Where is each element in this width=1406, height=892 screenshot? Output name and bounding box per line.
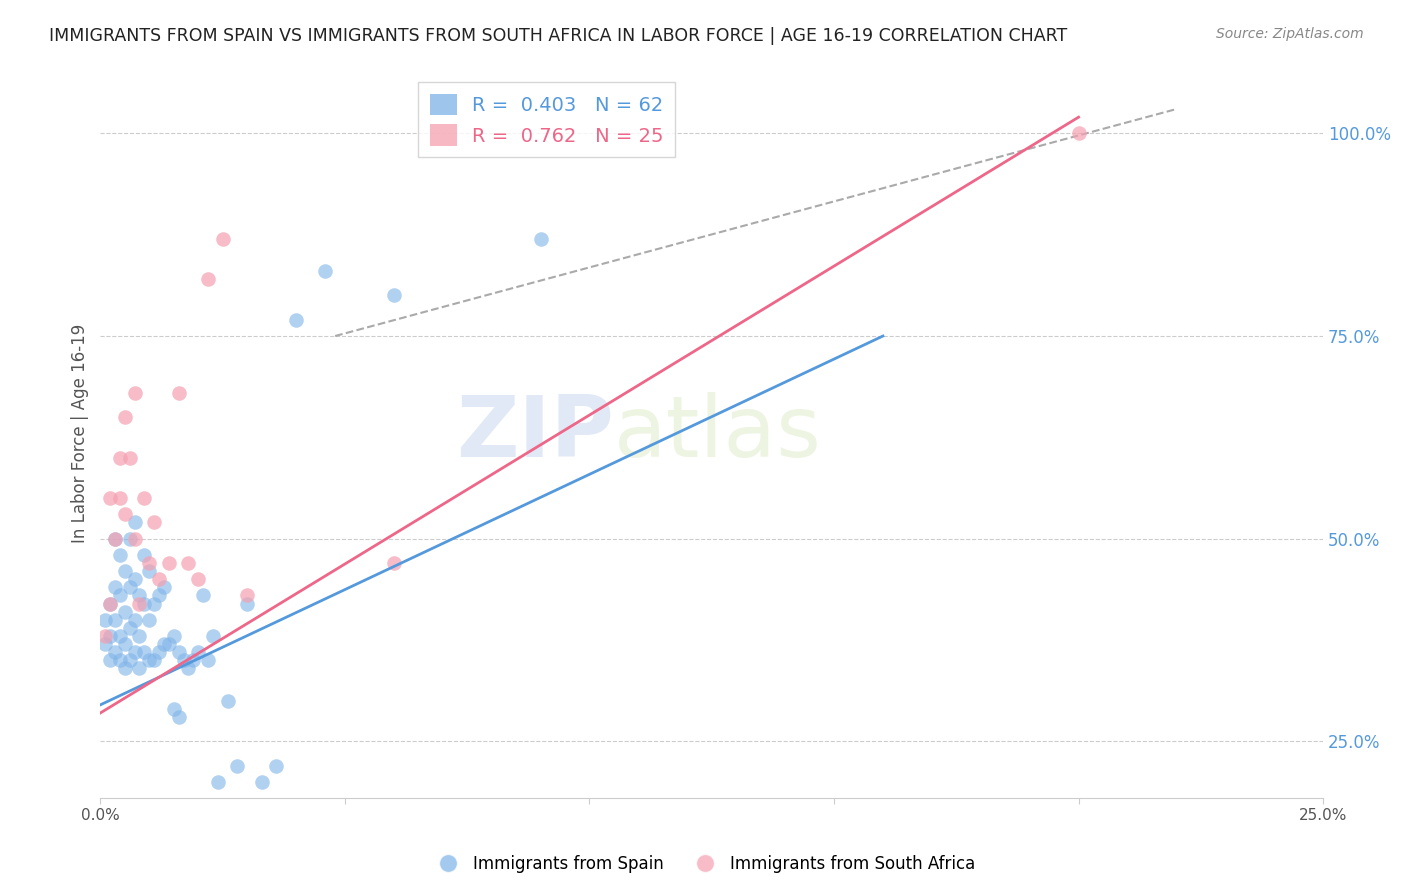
Point xyxy=(529,232,551,246)
Point xyxy=(108,548,131,562)
Point xyxy=(143,653,166,667)
Point xyxy=(187,572,209,586)
Point xyxy=(266,758,288,772)
Text: ZIP: ZIP xyxy=(456,392,614,475)
Point xyxy=(217,694,239,708)
Point xyxy=(177,661,200,675)
Point xyxy=(157,556,180,570)
Point xyxy=(148,589,170,603)
Point xyxy=(124,516,146,530)
Point xyxy=(104,532,127,546)
Point xyxy=(197,653,219,667)
Point xyxy=(104,580,127,594)
Point xyxy=(138,653,160,667)
Point xyxy=(138,556,160,570)
Point xyxy=(157,637,180,651)
Point xyxy=(211,232,233,246)
Point xyxy=(114,661,136,675)
Point xyxy=(173,653,195,667)
Point xyxy=(124,532,146,546)
Point xyxy=(104,613,127,627)
Point xyxy=(1067,127,1090,141)
Point xyxy=(124,613,146,627)
Point xyxy=(114,410,136,425)
Point xyxy=(187,645,209,659)
Point xyxy=(143,516,166,530)
Point xyxy=(108,450,131,465)
Point xyxy=(108,491,131,505)
Point xyxy=(114,637,136,651)
Point xyxy=(167,645,190,659)
Point xyxy=(197,272,219,286)
Point xyxy=(98,597,121,611)
Point xyxy=(177,556,200,570)
Point xyxy=(148,572,170,586)
Point xyxy=(94,629,117,643)
Point xyxy=(104,645,127,659)
Point xyxy=(201,629,224,643)
Point xyxy=(98,597,121,611)
Point xyxy=(104,532,127,546)
Point xyxy=(382,288,405,302)
Point xyxy=(236,597,259,611)
Y-axis label: In Labor Force | Age 16-19: In Labor Force | Age 16-19 xyxy=(72,324,89,543)
Point xyxy=(98,653,121,667)
Point xyxy=(285,313,308,327)
Point xyxy=(108,589,131,603)
Point xyxy=(118,532,141,546)
Point xyxy=(134,491,156,505)
Legend: Immigrants from Spain, Immigrants from South Africa: Immigrants from Spain, Immigrants from S… xyxy=(425,848,981,880)
Point xyxy=(108,629,131,643)
Point xyxy=(134,548,156,562)
Point xyxy=(128,629,150,643)
Point xyxy=(98,629,121,643)
Point xyxy=(153,637,176,651)
Point xyxy=(134,597,156,611)
Point xyxy=(114,508,136,522)
Point xyxy=(167,385,190,400)
Point xyxy=(118,450,141,465)
Point xyxy=(153,580,176,594)
Point xyxy=(167,710,190,724)
Point xyxy=(124,645,146,659)
Point xyxy=(148,645,170,659)
Point xyxy=(163,629,186,643)
Text: atlas: atlas xyxy=(614,392,823,475)
Point xyxy=(128,661,150,675)
Point xyxy=(163,702,186,716)
Point xyxy=(118,621,141,635)
Point xyxy=(124,385,146,400)
Point xyxy=(94,613,117,627)
Point xyxy=(94,637,117,651)
Text: Source: ZipAtlas.com: Source: ZipAtlas.com xyxy=(1216,27,1364,41)
Text: IMMIGRANTS FROM SPAIN VS IMMIGRANTS FROM SOUTH AFRICA IN LABOR FORCE | AGE 16-19: IMMIGRANTS FROM SPAIN VS IMMIGRANTS FROM… xyxy=(49,27,1067,45)
Point xyxy=(98,491,121,505)
Point xyxy=(128,589,150,603)
Point xyxy=(250,775,273,789)
Legend: R =  0.403   N = 62, R =  0.762   N = 25: R = 0.403 N = 62, R = 0.762 N = 25 xyxy=(418,82,675,157)
Point xyxy=(138,613,160,627)
Point xyxy=(314,264,336,278)
Point xyxy=(128,597,150,611)
Point xyxy=(134,645,156,659)
Point xyxy=(181,653,204,667)
Point xyxy=(118,653,141,667)
Point xyxy=(207,775,229,789)
Point xyxy=(143,597,166,611)
Point xyxy=(114,605,136,619)
Point xyxy=(114,564,136,578)
Point xyxy=(226,758,249,772)
Point xyxy=(236,589,259,603)
Point xyxy=(191,589,214,603)
Point xyxy=(108,653,131,667)
Point xyxy=(382,556,405,570)
Point xyxy=(138,564,160,578)
Point xyxy=(118,580,141,594)
Point xyxy=(124,572,146,586)
